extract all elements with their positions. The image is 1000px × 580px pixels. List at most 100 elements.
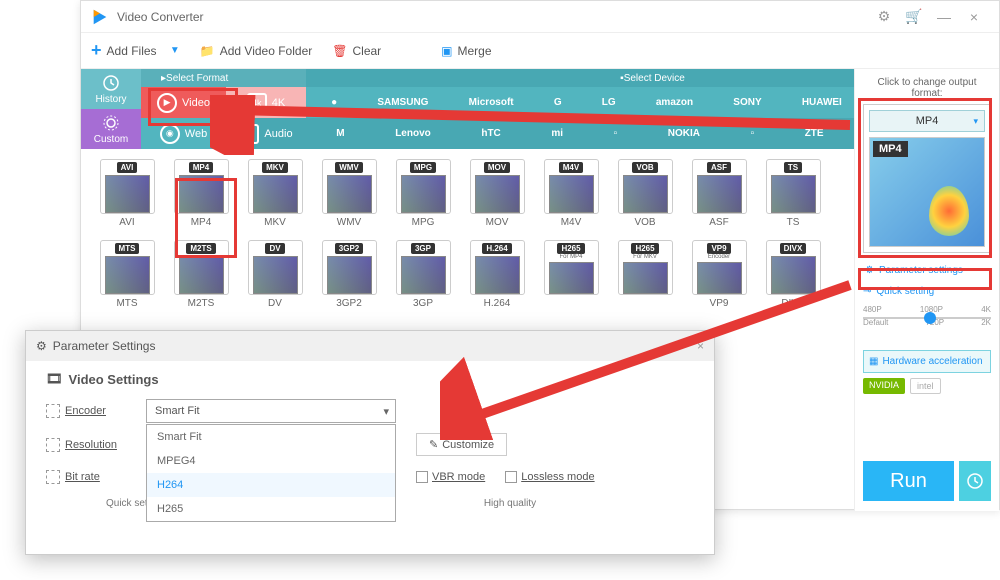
format-item-dv[interactable]: DVDV xyxy=(244,240,306,309)
output-hint: Click to change output format: xyxy=(863,77,991,99)
quick-setting-link[interactable]: ⊸Quick setting xyxy=(863,286,991,297)
format-item-3gp2[interactable]: 3GP23GP2 xyxy=(318,240,380,309)
web-tab[interactable]: ◉Web xyxy=(141,118,226,149)
encoder-option[interactable]: MPEG4 xyxy=(147,449,395,473)
caret-down-icon: ▼ xyxy=(162,45,180,56)
format-item-wmv[interactable]: WMVWMV xyxy=(318,159,380,228)
vbr-mode-checkbox[interactable]: VBR mode xyxy=(416,471,485,483)
format-tile: TS xyxy=(766,159,821,214)
customize-button[interactable]: ✎Customize xyxy=(416,433,507,456)
merge-button[interactable]: ▣Merge xyxy=(441,44,491,58)
clear-button[interactable]: 🗑Clear xyxy=(332,44,381,58)
format-tag: WMV xyxy=(335,162,363,173)
app-title: Video Converter xyxy=(117,10,869,24)
format-item-vob[interactable]: VOBVOB xyxy=(614,159,676,228)
format-tile: 3GP xyxy=(396,240,451,295)
history-category[interactable]: History xyxy=(81,69,141,109)
format-item-mov[interactable]: MOVMOV xyxy=(466,159,528,228)
brand-item[interactable]: LG xyxy=(602,97,616,108)
format-item-ts[interactable]: TSTS xyxy=(762,159,824,228)
encoder-option[interactable]: Smart Fit xyxy=(147,425,395,449)
format-item-3gp[interactable]: 3GP3GP xyxy=(392,240,454,309)
format-tile: MPG xyxy=(396,159,451,214)
brand-item[interactable]: SONY xyxy=(733,97,761,108)
minimize-button[interactable]: — xyxy=(929,7,959,27)
film-icon: 🎞 xyxy=(46,371,63,387)
custom-category[interactable]: Custom xyxy=(81,109,141,149)
brand-item[interactable]: NOKIA xyxy=(668,128,700,139)
parameter-settings-link[interactable]: ⚙Parameter settings xyxy=(863,263,991,278)
bitrate-checks: VBR mode Lossless mode xyxy=(416,471,595,483)
section-header: 🎞Video Settings xyxy=(46,371,694,387)
format-tag: ASF xyxy=(707,162,731,173)
brand-item[interactable]: ● xyxy=(331,97,337,108)
add-files-button[interactable]: +Add Files ▼ xyxy=(91,40,180,61)
encoder-option[interactable]: H265 xyxy=(147,497,395,521)
format-tag: MOV xyxy=(484,162,510,173)
titlebar: Video Converter ⚙ 🛒 — × xyxy=(81,1,999,33)
quality-slider[interactable]: 480P1080P4K Default720P2K xyxy=(863,305,991,335)
brand-item[interactable]: SAMSUNG xyxy=(377,97,428,108)
brand-item[interactable]: amazon xyxy=(656,97,693,108)
brand-item[interactable]: hTC xyxy=(481,128,500,139)
cart-icon[interactable]: 🛒 xyxy=(899,7,929,27)
encoder-option[interactable]: H264 xyxy=(147,473,395,497)
format-item-[interactable]: H265For MKV xyxy=(614,240,676,309)
format-thumbnail xyxy=(623,262,668,294)
format-thumbnail xyxy=(253,175,298,213)
format-thumbnail xyxy=(549,262,594,294)
format-item-m4v[interactable]: M4VM4V xyxy=(540,159,602,228)
lossless-mode-checkbox[interactable]: Lossless mode xyxy=(505,471,594,483)
brand-item[interactable]: Lenovo xyxy=(395,128,431,139)
brand-item[interactable]: ▫ xyxy=(751,128,755,139)
resolution-icon xyxy=(46,438,60,452)
run-button[interactable]: Run xyxy=(863,461,954,501)
gift-icon[interactable]: ⚙ xyxy=(869,7,899,27)
popup-close-button[interactable]: × xyxy=(697,339,704,353)
format-item-asf[interactable]: ASFASF xyxy=(688,159,750,228)
folder-icon: 📁 xyxy=(200,44,215,58)
gpu-badges: NVIDIA intel xyxy=(863,378,991,394)
output-format-dropdown[interactable]: MP4 xyxy=(869,110,985,132)
encoder-label: Encoder xyxy=(46,404,146,418)
format-item-mp4[interactable]: MP4MP4 xyxy=(170,159,232,228)
parameter-settings-popup: ⚙ Parameter Settings × 🎞Video Settings E… xyxy=(25,330,715,555)
format-item-[interactable]: H265For MP4 xyxy=(540,240,602,309)
format-item-h.264[interactable]: H.264H.264 xyxy=(466,240,528,309)
add-folder-button[interactable]: 📁Add Video Folder xyxy=(200,44,312,58)
format-thumbnail xyxy=(475,175,520,213)
brand-item[interactable]: ZTE xyxy=(805,128,824,139)
format-thumbnail xyxy=(697,175,742,213)
format-tile: H265For MKV xyxy=(618,240,673,295)
brand-item[interactable]: mi xyxy=(551,128,563,139)
schedule-button[interactable] xyxy=(959,461,991,501)
format-thumbnail xyxy=(475,256,520,294)
format-item-vp9[interactable]: VP9EncoderVP9 xyxy=(688,240,750,309)
brand-item[interactable]: Microsoft xyxy=(469,97,514,108)
close-button[interactable]: × xyxy=(959,7,989,27)
format-item-mpg[interactable]: MPGMPG xyxy=(392,159,454,228)
format-thumbnail xyxy=(253,256,298,294)
format-item-divx[interactable]: DIVXDIVX xyxy=(762,240,824,309)
format-item-mkv[interactable]: MKVMKV xyxy=(244,159,306,228)
encoder-dropdown[interactable]: Smart Fit Smart FitMPEG4H264H265 xyxy=(146,399,396,423)
format-item-mts[interactable]: MTSMTS xyxy=(96,240,158,309)
format-item-avi[interactable]: AVIAVI xyxy=(96,159,158,228)
trash-icon: 🗑 xyxy=(332,44,347,58)
format-tag: H265 xyxy=(631,243,658,254)
nvidia-badge: NVIDIA xyxy=(863,378,905,394)
brand-item[interactable]: M xyxy=(336,128,344,139)
brand-item[interactable]: ▫ xyxy=(614,128,618,139)
format-item-m2ts[interactable]: M2TSM2TS xyxy=(170,240,232,309)
checkbox-icon xyxy=(505,471,517,483)
hardware-acceleration[interactable]: ▦Hardware acceleration xyxy=(863,350,991,373)
format-thumbnail xyxy=(105,256,150,294)
output-preview: MP4 xyxy=(869,137,985,247)
audio-tab[interactable]: ♪Audio xyxy=(226,118,306,149)
brand-item[interactable]: G xyxy=(554,97,562,108)
4k-tab[interactable]: 4k4K xyxy=(226,87,306,118)
brand-item[interactable]: HUAWEI xyxy=(802,97,842,108)
format-label: 3GP xyxy=(413,298,433,309)
video-tab[interactable]: ▶Video xyxy=(141,87,226,118)
encoder-icon xyxy=(46,404,60,418)
